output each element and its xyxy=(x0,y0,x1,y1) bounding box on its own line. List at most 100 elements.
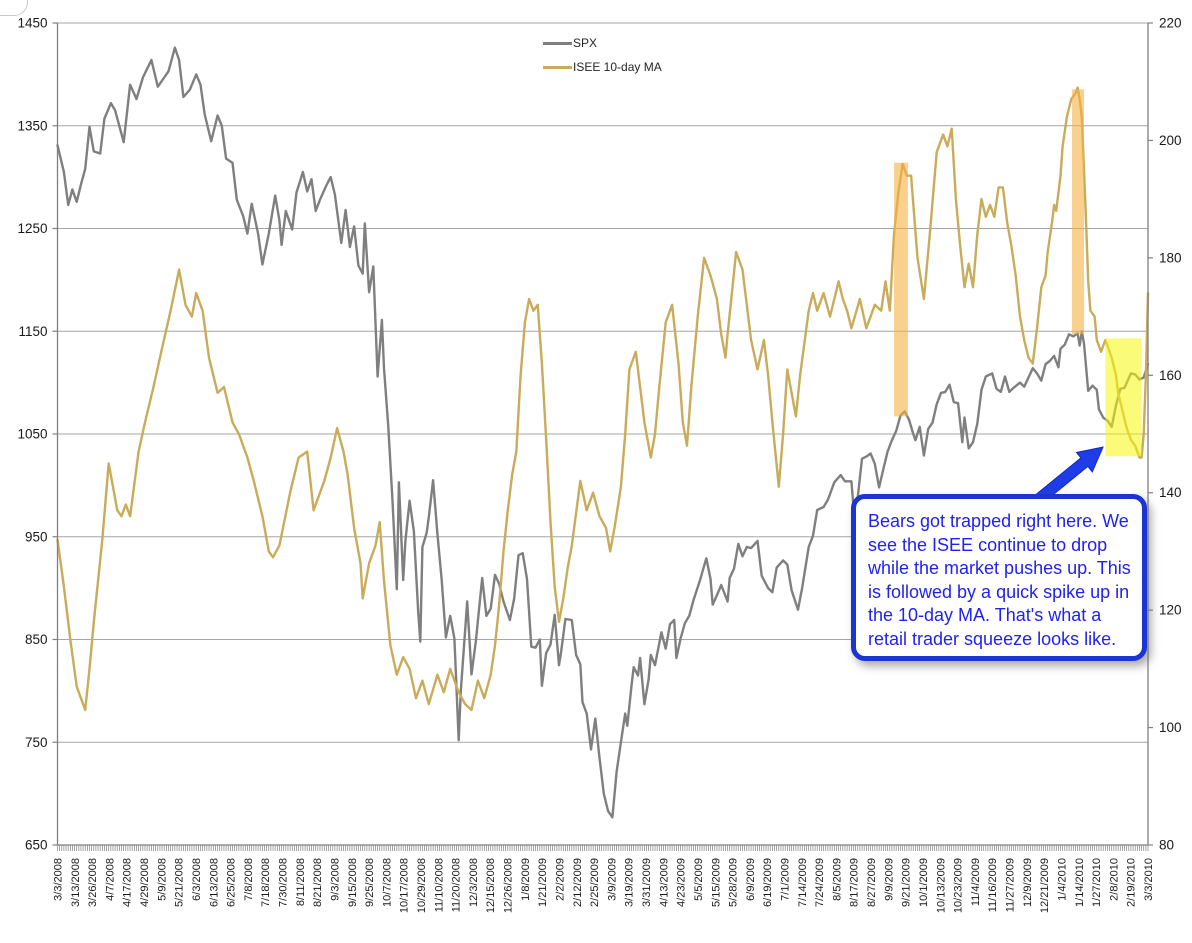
x-axis-tick-label: 4/29/2008 xyxy=(139,858,151,907)
isee-line xyxy=(56,86,1150,712)
annotation-text: Bears got trapped right here. We see the… xyxy=(868,511,1131,649)
x-axis-tick-label: 11/4/2009 xyxy=(970,858,982,906)
x-axis-tick-label: 9/21/2009 xyxy=(901,858,913,907)
y-right-tick-label: 100 xyxy=(1159,720,1182,735)
x-axis-tick-label: 2/25/2009 xyxy=(589,858,601,907)
x-axis-tick-label: 3/13/2008 xyxy=(70,858,82,907)
y-left-tick-label: 850 xyxy=(25,632,48,647)
x-axis-tick-label: 9/9/2009 xyxy=(883,858,895,901)
y-left-tick-label: 1050 xyxy=(17,427,47,442)
x-axis-tick-label: 6/13/2008 xyxy=(208,858,220,907)
x-axis-tick-label: 11/20/2008 xyxy=(451,858,463,912)
y-left-tick-label: 1250 xyxy=(17,221,47,236)
y-left-tick-label: 750 xyxy=(25,735,48,750)
x-axis-tick-label: 10/17/2008 xyxy=(399,858,411,913)
x-axis-tick-label: 3/9/2009 xyxy=(606,858,618,901)
x-axis-tick-label: 12/26/2008 xyxy=(503,858,515,913)
highlight-regions xyxy=(894,89,1142,457)
legend-item-spx: SPX xyxy=(543,36,662,50)
spx-line-swatch xyxy=(543,41,572,45)
x-axis-tick-label: 2/8/2010 xyxy=(1108,858,1120,901)
x-axis-tick-label: 9/3/2008 xyxy=(329,858,341,901)
x-axis-tick-label: 10/7/2008 xyxy=(381,858,393,907)
x-axis-tick-label: 10/29/2008 xyxy=(416,858,428,913)
x-axis-tick-label: 7/1/2009 xyxy=(780,858,792,901)
y-left-tick-label: 650 xyxy=(25,838,48,853)
x-axis-tick-label: 5/21/2008 xyxy=(174,858,186,907)
x-axis-tick-label: 1/27/2010 xyxy=(1091,858,1103,907)
x-axis-tick-label: 12/21/2009 xyxy=(1039,858,1051,913)
x-axis-tick-label: 12/15/2008 xyxy=(485,858,497,913)
yellow-box-feb-2010 xyxy=(1105,338,1142,457)
x-axis-tick-label: 8/21/2008 xyxy=(312,858,324,907)
annotation-arrow xyxy=(1033,446,1104,506)
orange-bar-jan-2010 xyxy=(1072,89,1084,335)
annotation-callout-box: Bears got trapped right here. We see the… xyxy=(851,494,1147,661)
x-axis-tick-label: 7/8/2008 xyxy=(243,858,255,901)
y-right-tick-label: 200 xyxy=(1159,133,1182,148)
y-left-tick-label: 950 xyxy=(25,529,48,544)
x-axis-tick-label: 7/30/2008 xyxy=(278,858,290,907)
x-axis-tick-label: 2/2/2009 xyxy=(554,858,566,901)
x-axis-tick-label: 1/14/2010 xyxy=(1074,858,1086,907)
x-axis-tick-label: 4/7/2008 xyxy=(104,858,116,901)
x-axis-tick-label: 5/9/2008 xyxy=(156,858,168,901)
x-axis-tick-label: 8/27/2009 xyxy=(866,858,878,907)
y-left-tick-label: 1150 xyxy=(18,324,47,339)
legend-label-spx: SPX xyxy=(573,36,598,50)
x-axis-ticks xyxy=(57,845,1149,851)
x-axis-tick-label: 9/15/2008 xyxy=(347,858,359,907)
orange-bar-sep-2009 xyxy=(894,162,908,417)
legend-item-isee: ISEE 10-day MA xyxy=(543,60,662,74)
x-axis-tick-label: 6/3/2008 xyxy=(191,858,203,901)
arrow-pointer xyxy=(1033,446,1104,506)
x-axis-tick-label: 10/1/2009 xyxy=(918,858,930,907)
legend-label-isee: ISEE 10-day MA xyxy=(573,60,662,74)
x-axis-tick-label: 3/3/2008 xyxy=(53,858,65,901)
x-axis-tick-label: 2/19/2010 xyxy=(1126,858,1138,907)
y-right-tick-label: 80 xyxy=(1159,838,1174,853)
x-axis-tick-label: 5/15/2009 xyxy=(710,858,722,907)
x-axis-tick-label: 4/17/2008 xyxy=(122,858,134,907)
x-axis-tick-label: 11/16/2009 xyxy=(987,858,999,912)
x-axis-tick-label: 3/26/2008 xyxy=(87,858,99,907)
x-axis-tick-label: 8/17/2009 xyxy=(849,858,861,907)
x-axis-tick-label: 10/13/2009 xyxy=(935,858,947,913)
x-axis-tick-label: 12/3/2008 xyxy=(468,858,480,907)
x-axis-tick-label: 11/27/2009 xyxy=(1005,858,1017,912)
x-axis-tick-label: 1/8/2009 xyxy=(520,858,532,901)
y-left-tick-label: 1350 xyxy=(17,118,47,133)
x-axis-tick-label: 8/5/2009 xyxy=(831,858,843,901)
x-axis-tick-label: 5/5/2009 xyxy=(693,858,705,901)
x-axis-tick-label: 7/18/2008 xyxy=(260,858,272,907)
y-right-tick-label: 140 xyxy=(1159,485,1182,500)
x-axis-tick-label: 4/13/2009 xyxy=(658,858,670,907)
x-axis-tick-label: 10/23/2009 xyxy=(953,858,965,913)
series-lines xyxy=(56,46,1150,819)
x-axis-tick-label: 5/28/2009 xyxy=(728,858,740,907)
x-axis-tick-label: 6/19/2009 xyxy=(762,858,774,907)
x-axis-labels: 3/3/2008 3/13/2008 3/26/2008 4/7/2008 4/17/2… xyxy=(53,858,1156,913)
y-right-tick-label: 160 xyxy=(1159,368,1182,383)
x-axis-tick-label: 1/4/2010 xyxy=(1056,858,1068,901)
x-axis-tick-label: 3/19/2009 xyxy=(624,858,636,907)
chart-legend: SPX ISEE 10-day MA xyxy=(543,36,662,85)
y-axis-left: 1450 1350 1250 1150 1050 950 850 750 650 xyxy=(17,16,58,853)
spx-line xyxy=(56,46,1150,819)
y-right-tick-label: 220 xyxy=(1159,16,1182,31)
x-axis-tick-label: 3/31/2009 xyxy=(641,858,653,907)
isee-line-swatch xyxy=(543,65,572,69)
x-axis-tick-label: 7/24/2009 xyxy=(814,858,826,907)
x-axis-tick-label: 6/9/2009 xyxy=(745,858,757,901)
y-axis-right: 220 200 180 160 140 120 100 80 xyxy=(1148,16,1182,853)
x-axis-tick-label: 9/25/2008 xyxy=(364,858,376,907)
x-axis-tick-label: 8/11/2008 xyxy=(295,858,307,906)
y-right-tick-label: 180 xyxy=(1159,250,1182,265)
x-axis-tick-label: 6/25/2008 xyxy=(226,858,238,907)
x-axis-tick-label: 4/23/2009 xyxy=(676,858,688,907)
x-axis-tick-label: 7/14/2009 xyxy=(797,858,809,907)
x-axis-tick-label: 11/10/2008 xyxy=(433,858,445,912)
x-axis-tick-label: 1/21/2009 xyxy=(537,858,549,907)
